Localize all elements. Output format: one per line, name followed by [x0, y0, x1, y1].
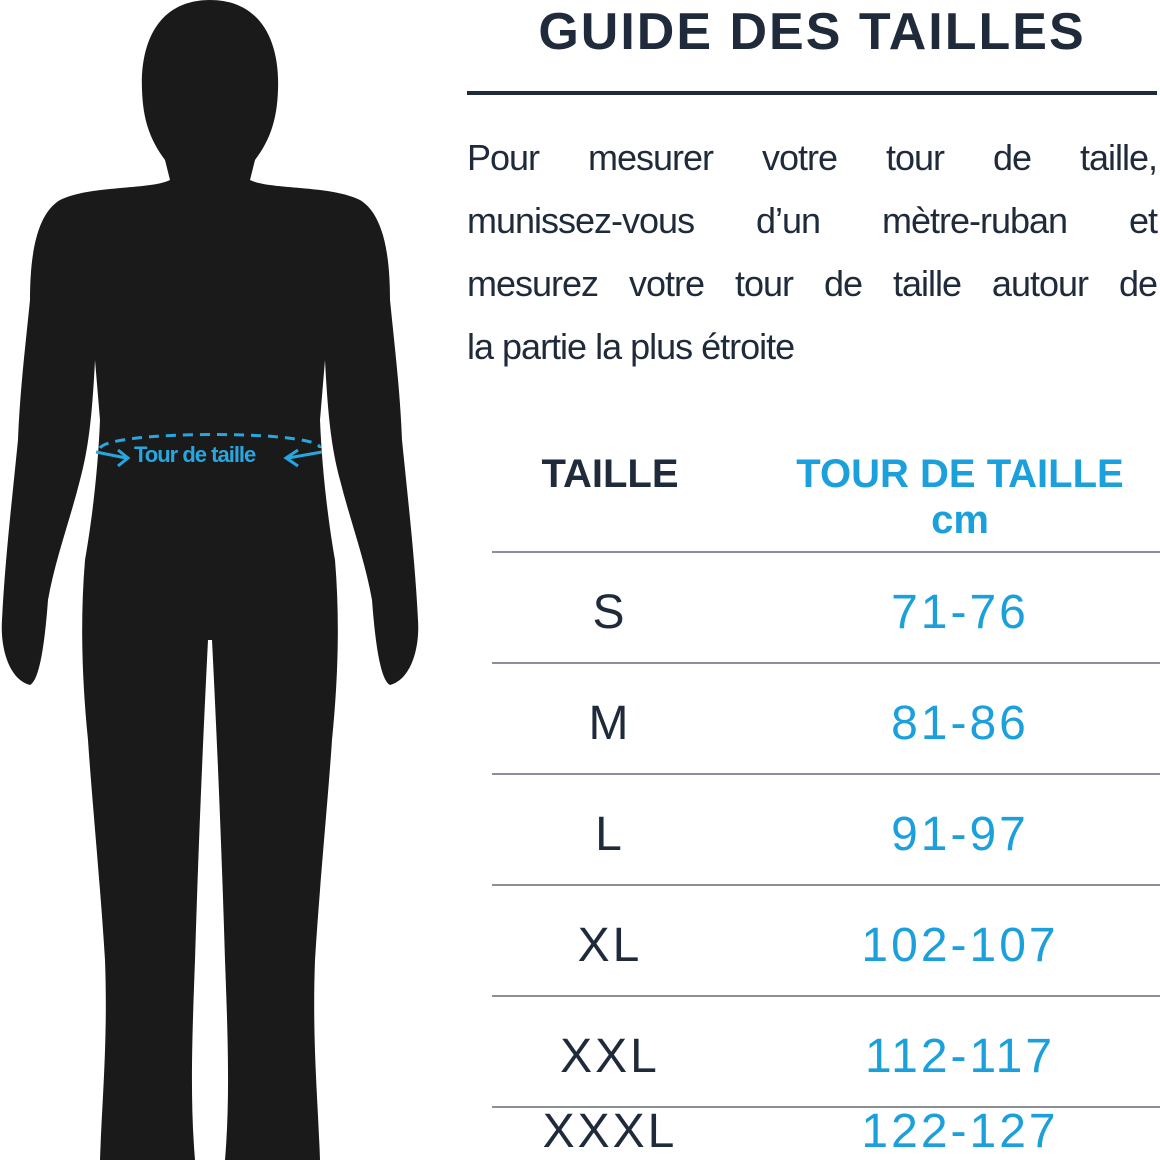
row-divider — [492, 773, 1160, 775]
arrow-left-icon — [283, 448, 323, 468]
waist-cell: 81-86 — [891, 697, 1029, 750]
size-cell: S — [592, 586, 628, 639]
row-divider — [492, 1106, 1160, 1108]
arrow-right-icon — [95, 448, 131, 468]
title-divider — [467, 91, 1157, 95]
size-cell: XL — [577, 919, 643, 972]
size-cell: XXL — [560, 1030, 660, 1083]
row-divider — [492, 662, 1160, 664]
waist-cell: 122-127 — [861, 1105, 1059, 1158]
waist-cell: 102-107 — [861, 919, 1059, 972]
page-title: GUIDE DES TAILLES — [538, 3, 1086, 61]
header-size: TAILLE — [541, 452, 679, 496]
size-cell: XXXL — [542, 1105, 678, 1158]
size-cell: M — [588, 697, 632, 750]
header-waist: TOUR DE TAILLE — [796, 452, 1124, 496]
waist-cell: 91-97 — [891, 808, 1029, 861]
instruction-line: munissez-vous d’un mètre-ruban et — [467, 200, 1158, 241]
row-divider — [492, 995, 1160, 997]
human-silhouette — [1, 0, 419, 1160]
waist-cell: 112-117 — [864, 1030, 1056, 1083]
header-unit: cm — [931, 498, 989, 542]
instruction-line: mesurez votre tour de taille autour de — [467, 263, 1158, 304]
waist-label: Tour de taille — [134, 442, 256, 467]
size-cell: L — [595, 808, 625, 861]
instruction-line: la partie la plus étroite — [467, 326, 795, 367]
row-divider — [492, 551, 1160, 553]
waist-cell: 71-76 — [891, 586, 1029, 639]
instruction-line: Pour mesurer votre tour de taille, — [467, 137, 1158, 178]
row-divider — [492, 884, 1160, 886]
